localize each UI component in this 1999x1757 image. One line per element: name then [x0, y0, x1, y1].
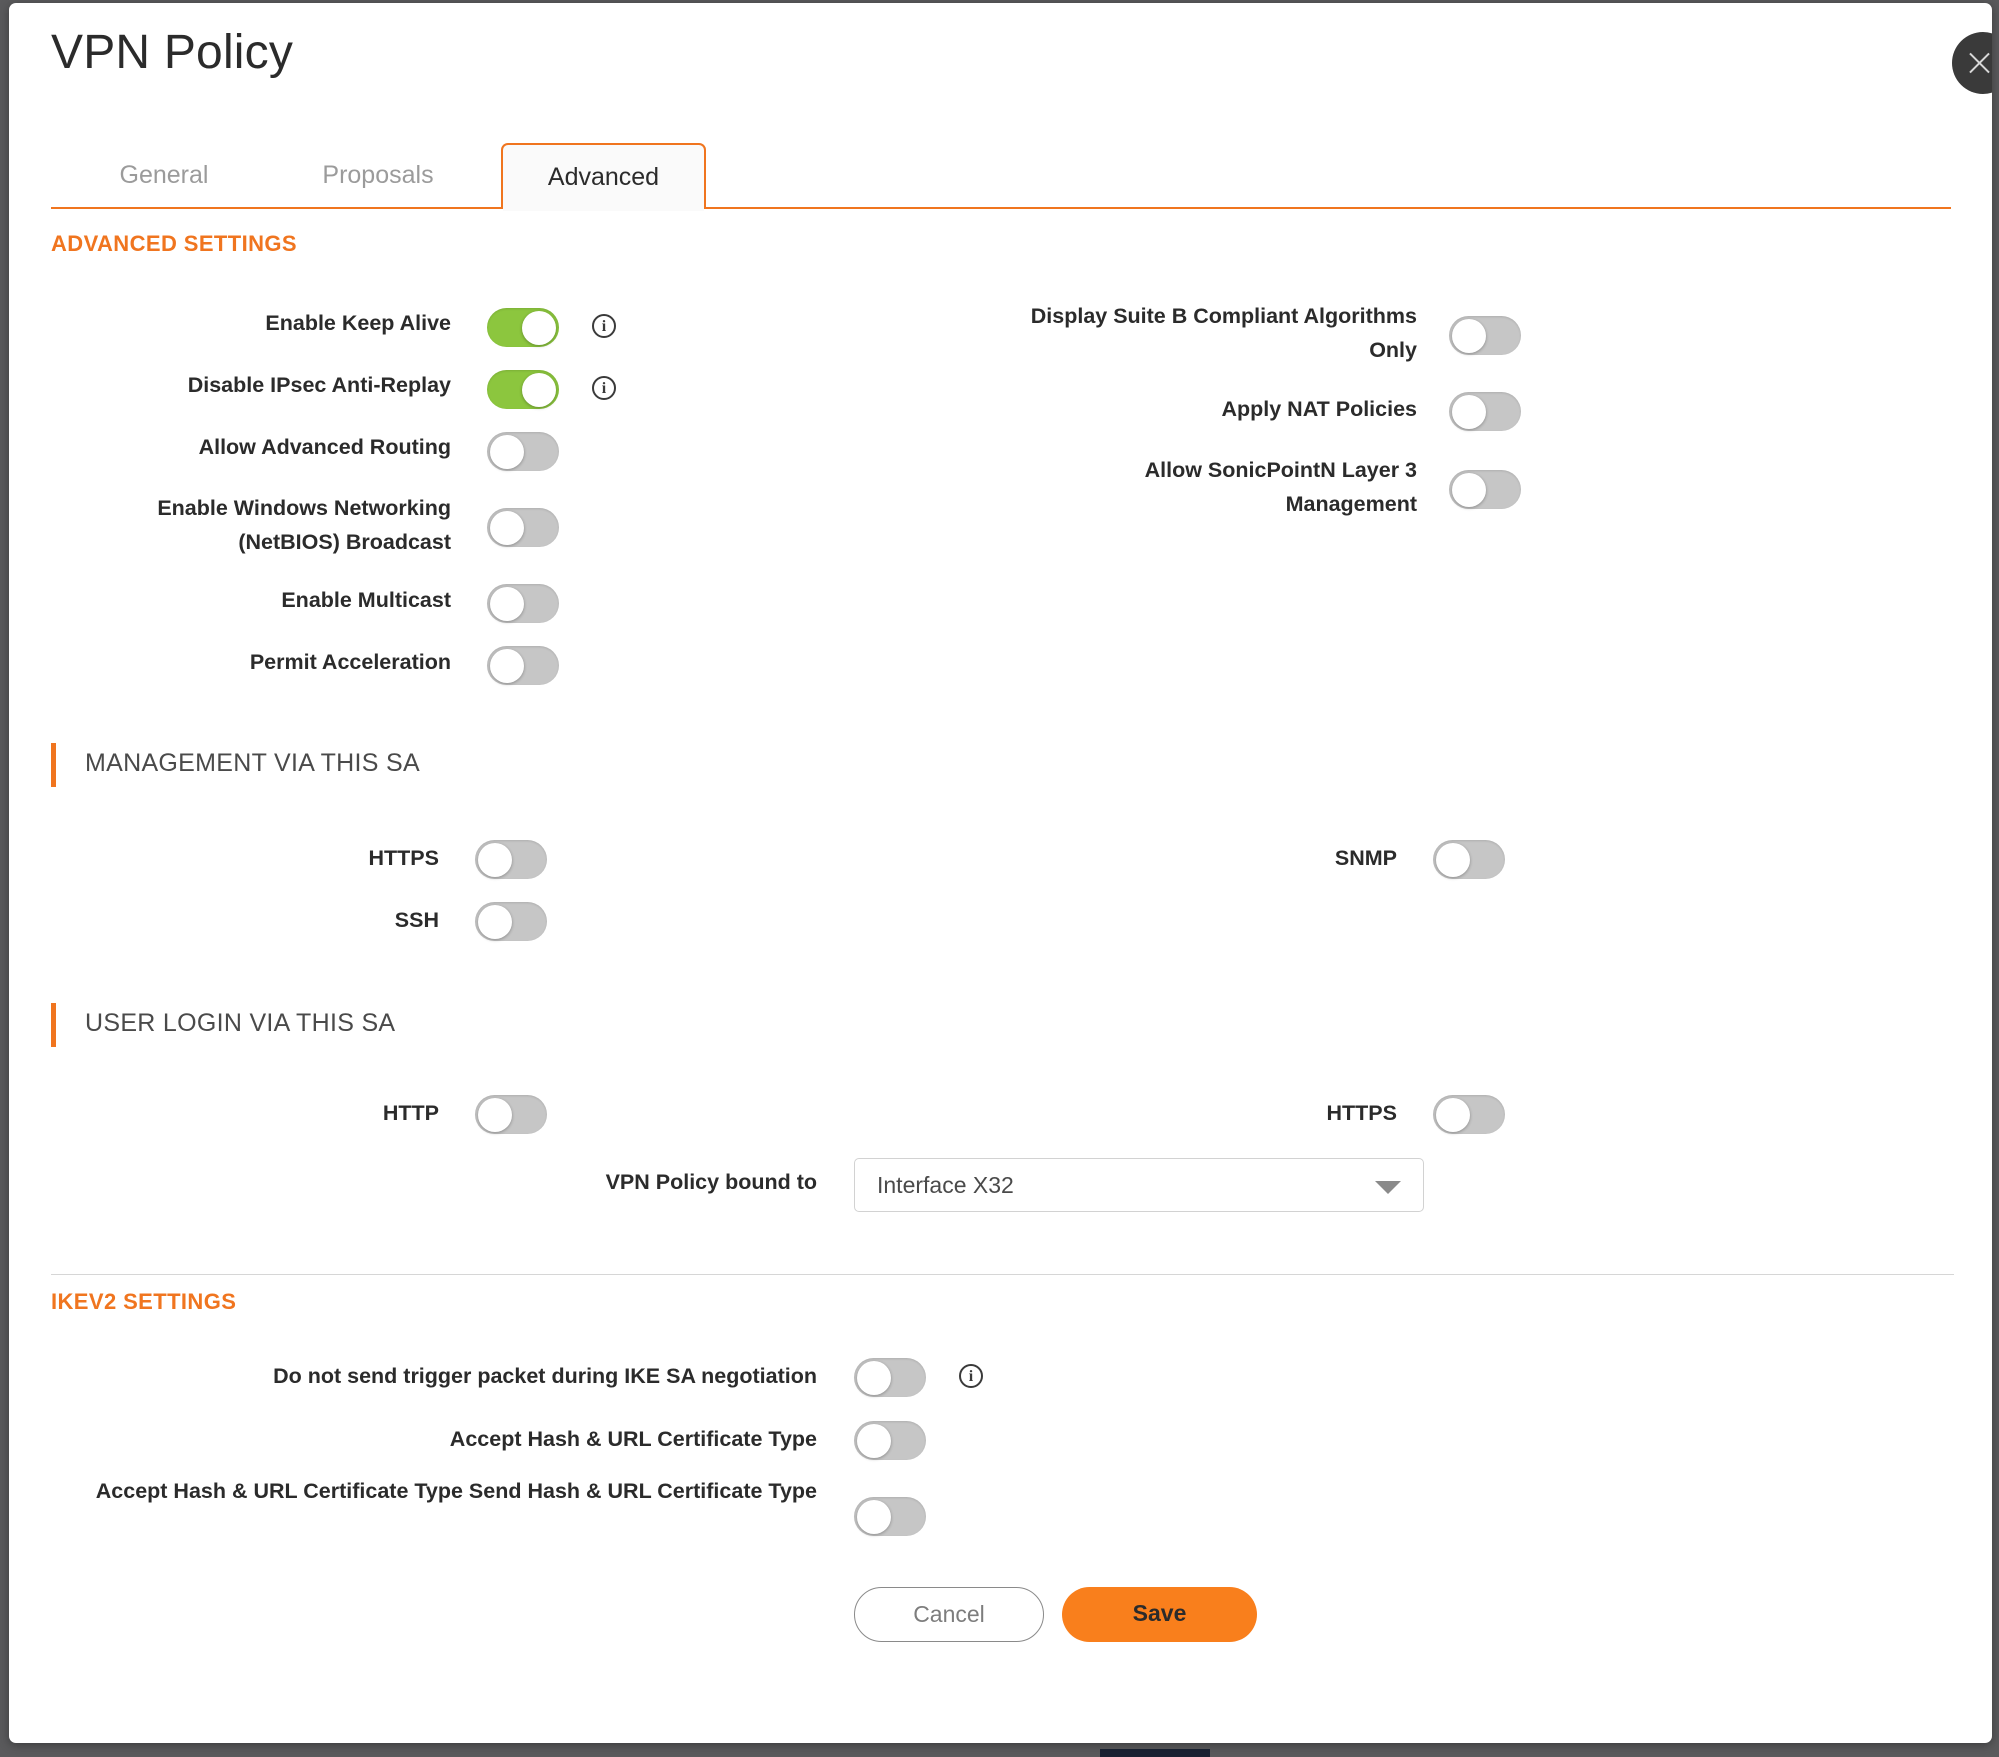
label-user-login-https: HTTPS	[1326, 1101, 1397, 1125]
label-accept-send-hash-url-cert: Accept Hash & URL Certificate Type Send …	[95, 1479, 817, 1503]
toggle-enable-windows-networking[interactable]	[487, 508, 559, 547]
toggle-knob	[490, 648, 524, 683]
toggle-knob	[490, 434, 524, 469]
close-icon[interactable]	[1952, 32, 1992, 94]
toggle-knob	[857, 1360, 891, 1395]
label-enable-windows-networking: Enable Windows Networking (NetBIOS) Broa…	[157, 496, 451, 554]
label-display-suite-b: Display Suite B Compliant Algorithms Onl…	[1030, 304, 1417, 362]
tab-bar: General Proposals Advanced	[51, 143, 1951, 211]
background-page-strip	[1100, 1749, 1210, 1757]
toggle-user-login-http[interactable]	[475, 1095, 547, 1134]
toggle-knob	[1452, 318, 1486, 353]
toggle-apply-nat-policies[interactable]	[1449, 392, 1521, 431]
label-management-https: HTTPS	[368, 846, 439, 870]
tab-advanced[interactable]: Advanced	[501, 143, 706, 211]
label-management-snmp: SNMP	[1334, 846, 1397, 870]
toggle-management-snmp[interactable]	[1433, 840, 1505, 879]
section-advanced-settings-heading: ADVANCED SETTINGS	[51, 231, 297, 256]
toggle-knob	[522, 310, 556, 345]
label-vpn-policy-bound-to: VPN Policy bound to	[605, 1170, 817, 1194]
label-permit-acceleration: Permit Acceleration	[249, 650, 451, 674]
section-accent-bar	[51, 1003, 56, 1047]
section-accent-bar	[51, 743, 56, 787]
tab-general[interactable]: General	[119, 161, 209, 189]
toggle-permit-acceleration[interactable]	[487, 646, 559, 685]
toggle-enable-keep-alive[interactable]	[487, 308, 559, 347]
toggle-knob	[478, 842, 512, 877]
toggle-enable-multicast[interactable]	[487, 584, 559, 623]
info-icon-enable-keep-alive[interactable]: i	[592, 314, 616, 338]
toggle-no-trigger-packet[interactable]	[854, 1358, 926, 1397]
tab-proposals[interactable]: Proposals	[322, 161, 434, 189]
toggle-management-ssh[interactable]	[475, 902, 547, 941]
label-accept-hash-url-cert: Accept Hash & URL Certificate Type	[449, 1427, 817, 1451]
toggle-knob	[1436, 842, 1470, 877]
toggle-knob	[478, 904, 512, 939]
toggle-knob	[522, 372, 556, 407]
toggle-knob	[857, 1423, 891, 1458]
info-icon-no-trigger-packet[interactable]: i	[959, 1364, 983, 1388]
cancel-button[interactable]: Cancel	[854, 1587, 1044, 1642]
toggle-knob	[490, 510, 524, 545]
label-user-login-http: HTTP	[382, 1101, 439, 1125]
vpn-policy-dialog: VPN Policy General Proposals Advanced AD…	[9, 3, 1992, 1743]
label-management-ssh: SSH	[394, 908, 439, 932]
toggle-knob	[1436, 1097, 1470, 1132]
toggle-display-suite-b[interactable]	[1449, 316, 1521, 355]
page-title: VPN Policy	[51, 26, 294, 79]
section-divider	[51, 1274, 1954, 1275]
label-allow-advanced-routing: Allow Advanced Routing	[198, 435, 451, 459]
label-enable-multicast: Enable Multicast	[281, 588, 451, 612]
toggle-accept-hash-url-cert[interactable]	[854, 1421, 926, 1460]
toggle-disable-ipsec-anti-replay[interactable]	[487, 370, 559, 409]
toggle-accept-send-hash-url-cert[interactable]	[854, 1497, 926, 1536]
toggle-allow-sonicpointn-l3[interactable]	[1449, 470, 1521, 509]
label-no-trigger-packet: Do not send trigger packet during IKE SA…	[273, 1364, 817, 1388]
toggle-knob	[1452, 394, 1486, 429]
toggle-knob	[857, 1499, 891, 1534]
save-button[interactable]: Save	[1062, 1587, 1257, 1642]
toggle-knob	[478, 1097, 512, 1132]
section-user-login-sa-heading: USER LOGIN VIA THIS SA	[85, 1009, 396, 1037]
toggle-allow-advanced-routing[interactable]	[487, 432, 559, 471]
toggle-user-login-https[interactable]	[1433, 1095, 1505, 1134]
toggle-knob	[1452, 472, 1486, 507]
select-value: Interface X32	[877, 1172, 1014, 1198]
label-enable-keep-alive: Enable Keep Alive	[265, 311, 451, 335]
chevron-down-icon	[1375, 1181, 1401, 1194]
toggle-knob	[490, 586, 524, 621]
label-allow-sonicpointn-l3: Allow SonicPointN Layer 3 Management	[1144, 458, 1417, 516]
label-apply-nat-policies: Apply NAT Policies	[1221, 397, 1417, 421]
tab-underline	[51, 207, 1951, 209]
section-management-sa-heading: MANAGEMENT VIA THIS SA	[85, 749, 420, 777]
section-ikev2-heading: IKEV2 SETTINGS	[51, 1289, 237, 1314]
toggle-management-https[interactable]	[475, 840, 547, 879]
label-disable-ipsec-anti-replay: Disable IPsec Anti-Replay	[187, 373, 451, 397]
select-vpn-policy-bound-to[interactable]: Interface X32	[854, 1158, 1424, 1212]
info-icon-disable-ipsec-anti-replay[interactable]: i	[592, 376, 616, 400]
